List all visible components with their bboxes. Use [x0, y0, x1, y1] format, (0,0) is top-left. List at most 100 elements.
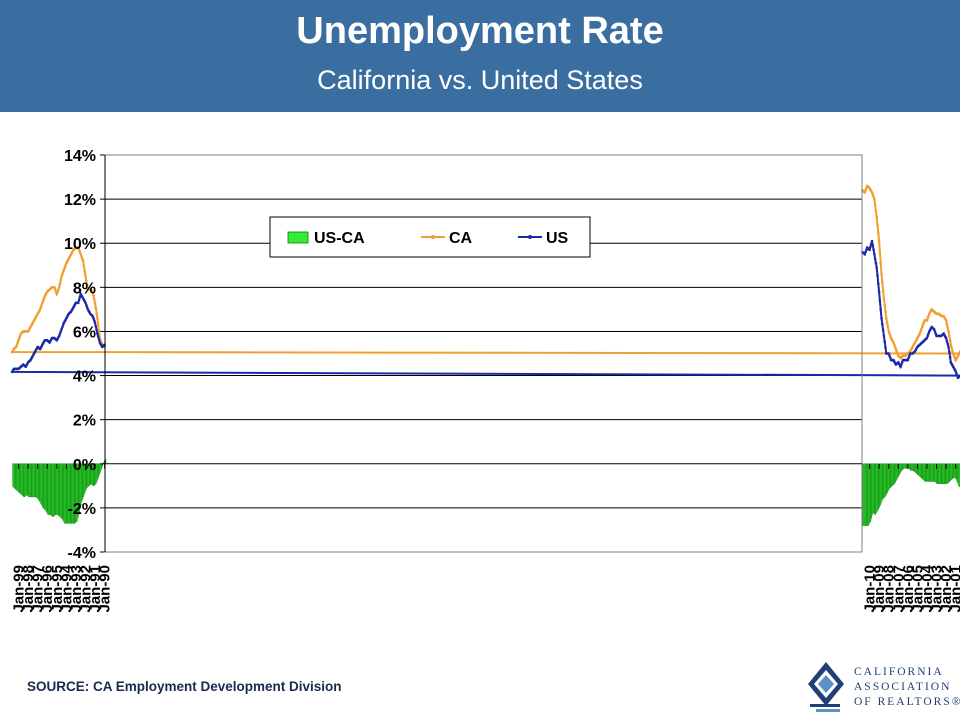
- series-point-ca: [881, 280, 884, 284]
- x-tick-label: Jan-04: [919, 564, 936, 612]
- series-point-us: [889, 356, 892, 360]
- series-point-us: [889, 358, 893, 362]
- x-tick-label: Jan-09: [871, 565, 888, 613]
- us-ca-bar: [12, 463, 14, 487]
- series-point-ca: [875, 215, 878, 219]
- series-point-us: [934, 332, 937, 336]
- y-tick-label: 4%: [73, 369, 96, 386]
- series-point-us: [908, 352, 912, 355]
- series-point-us: [946, 342, 949, 346]
- x-tick-label: Jan-10: [862, 565, 879, 613]
- series-point-us: [882, 334, 886, 338]
- legend-label: US-CA: [314, 230, 365, 247]
- series-point-ca: [63, 266, 67, 269]
- series-point-ca: [872, 195, 875, 199]
- series-point-ca: [952, 354, 956, 358]
- series-point-ca: [55, 292, 59, 296]
- series-point-ca: [882, 297, 886, 300]
- series-point-us: [869, 242, 873, 246]
- x-tick-label: Jan-94: [58, 564, 75, 612]
- us-ca-bars: [12, 459, 960, 526]
- series-point-ca: [950, 346, 953, 349]
- logo-line-2: ASSOCIATION: [854, 681, 952, 693]
- series-point-us: [927, 332, 930, 335]
- series-point-ca: [17, 339, 20, 342]
- series-point-ca: [43, 294, 47, 298]
- series-point-ca: [954, 358, 957, 362]
- series-point-ca: [94, 306, 98, 310]
- series-point-ca: [953, 356, 957, 360]
- series-point-us: [900, 361, 904, 364]
- series-point-ca: [951, 349, 954, 352]
- x-tick-label: Jan-07: [890, 565, 907, 613]
- series-point-ca: [18, 334, 22, 338]
- series-point-us: [79, 292, 82, 296]
- page-title: Unemployment Rate: [296, 10, 664, 52]
- us-ca-bar: [862, 463, 864, 526]
- series-point-ca: [876, 223, 879, 227]
- series-point-ca: [85, 279, 88, 283]
- series-point-us: [880, 316, 883, 320]
- series-point-us: [878, 299, 882, 302]
- realtors-emblem-icon: [808, 662, 844, 712]
- series-point-us: [901, 358, 905, 362]
- series-point-us: [874, 261, 878, 265]
- series-point-ca: [948, 339, 952, 342]
- series-point-ca: [15, 343, 19, 347]
- series-point-ca: [41, 301, 44, 305]
- series-point-ca: [57, 286, 61, 289]
- series-point-ca: [889, 334, 892, 338]
- series-point-us: [948, 350, 951, 354]
- series-point-ca: [96, 323, 100, 327]
- x-tick-label: Jan-90: [97, 565, 114, 613]
- series-point-ca: [42, 297, 46, 300]
- series-point-ca: [888, 332, 891, 335]
- y-tick-label: -4%: [68, 545, 96, 562]
- series-point-ca: [97, 330, 101, 333]
- series-point-ca: [871, 193, 875, 196]
- y-tick-label: 6%: [73, 324, 96, 341]
- x-tick-label: Jan-97: [30, 565, 47, 613]
- series-point-us: [92, 319, 96, 322]
- series-point-us: [59, 330, 63, 333]
- series-point-us: [95, 328, 98, 332]
- series-point-us: [58, 332, 62, 336]
- series-point-us: [948, 355, 952, 359]
- series-point-us: [884, 346, 887, 349]
- series-point-us: [870, 239, 874, 243]
- series-point-us: [955, 374, 959, 377]
- series-point-ca: [92, 297, 96, 301]
- series-point-ca: [61, 270, 65, 274]
- x-tick-label: Jan-02: [938, 565, 955, 613]
- series-point-us: [933, 330, 937, 333]
- series-point-ca: [895, 350, 898, 353]
- series-point-ca: [62, 268, 66, 272]
- series-point-ca: [880, 272, 883, 276]
- series-point-us: [865, 246, 869, 249]
- series-point-us: [869, 245, 872, 249]
- series-point-ca: [947, 330, 950, 333]
- series-point-ca: [93, 301, 97, 305]
- series-point-us: [945, 339, 949, 343]
- series-point-us: [873, 257, 877, 261]
- series-point-us: [98, 341, 102, 344]
- series-line-us: [10, 240, 960, 380]
- x-tick-label: Jan-03: [929, 565, 946, 613]
- series-point-ca: [886, 325, 890, 329]
- series-point-us: [94, 325, 98, 328]
- series-point-ca: [897, 354, 900, 358]
- series-point-ca: [92, 294, 95, 297]
- series-point-ca: [53, 288, 57, 291]
- series-point-us: [10, 370, 14, 374]
- series-point-ca: [945, 322, 949, 326]
- series-point-ca: [95, 311, 98, 315]
- series-point-ca: [59, 278, 63, 282]
- series-point-ca: [865, 184, 869, 188]
- series-point-ca: [77, 248, 81, 252]
- series-point-ca: [885, 321, 889, 324]
- series-point-ca: [84, 275, 87, 278]
- series-point-us: [877, 290, 881, 294]
- y-tick-labels: 14% 12% 10% 8% 6% 4% 2% 0% -2% -4%: [64, 148, 96, 562]
- series-point-us: [888, 354, 891, 358]
